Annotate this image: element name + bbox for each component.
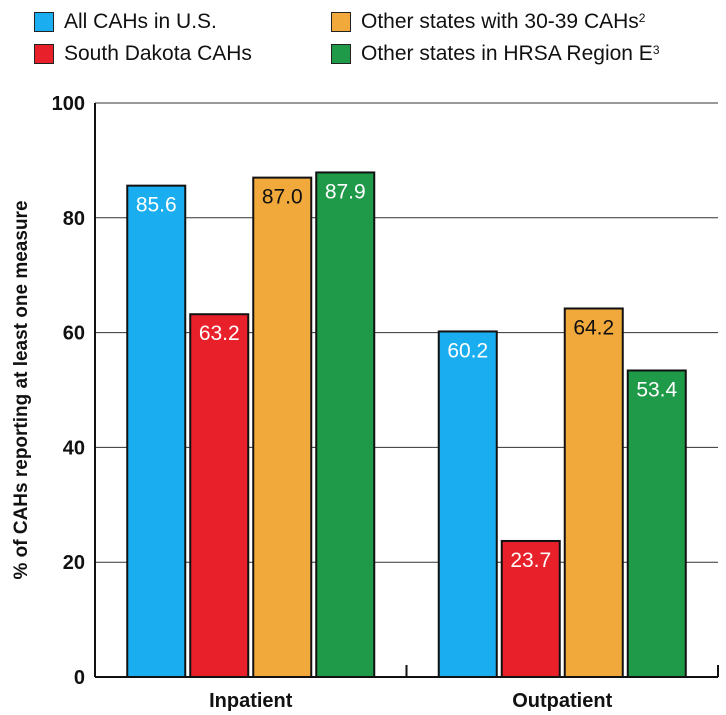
bar — [626, 369, 687, 678]
x-category-label: Inpatient — [209, 690, 293, 712]
legend-swatch-blue — [34, 12, 54, 32]
data-label: 64.2 — [573, 316, 614, 339]
bar — [252, 176, 313, 678]
legend-item-other-states-30-39: Other states with 30-39 CAHs 2 — [331, 10, 645, 34]
legend-footnote: 3 — [652, 43, 660, 57]
legend-item-all-cahs: All CAHs in U.S. — [34, 10, 217, 34]
legend-label: South Dakota CAHs — [64, 42, 252, 65]
legend-swatch-green — [331, 44, 351, 64]
legend-item-south-dakota: South Dakota CAHs — [34, 42, 252, 66]
bar — [189, 313, 250, 678]
legend-label: Other states in HRSA Region E — [361, 42, 653, 65]
legend-footnote: 2 — [638, 11, 646, 25]
data-label: 23.7 — [510, 549, 551, 572]
y-tick-label: 80 — [63, 208, 85, 230]
bar — [500, 539, 561, 678]
y-tick-label: 100 — [52, 93, 85, 115]
y-tick-label: 40 — [63, 437, 85, 459]
x-category-label: Outpatient — [512, 690, 612, 712]
data-label: 87.9 — [325, 180, 366, 203]
legend-swatch-red — [34, 44, 54, 64]
legend-swatch-orange — [331, 12, 351, 32]
bar — [315, 171, 376, 678]
data-label: 85.6 — [136, 194, 177, 217]
legend: All CAHs in U.S. South Dakota CAHs Other… — [0, 0, 726, 80]
data-label: 87.0 — [262, 186, 303, 209]
bar — [563, 307, 624, 678]
data-label: 53.4 — [636, 378, 677, 401]
bar — [126, 184, 187, 678]
y-tick-label: 60 — [63, 323, 85, 345]
bar — [437, 330, 498, 678]
data-label: 63.2 — [199, 322, 240, 345]
y-tick-label: 0 — [74, 667, 85, 689]
legend-label: Other states with 30-39 CAHs — [361, 10, 639, 33]
y-tick-label: 20 — [63, 552, 85, 574]
data-label: 60.2 — [447, 339, 488, 362]
legend-label: All CAHs in U.S. — [64, 10, 217, 33]
